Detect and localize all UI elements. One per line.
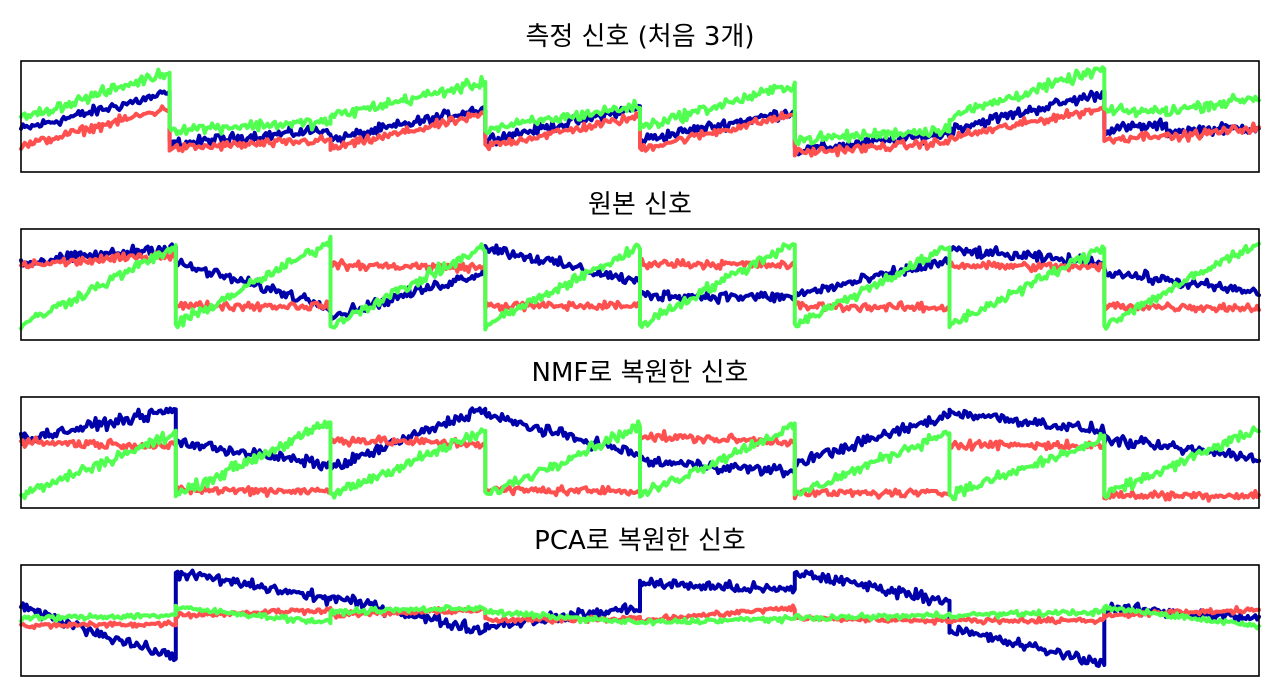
panel-pca: PCA로 복원한 신호 xyxy=(19,526,1261,677)
panel-original: 원본 신호 xyxy=(19,190,1261,341)
panel-measured: 측정 신호 (처음 3개) xyxy=(19,22,1261,173)
series-line-3 xyxy=(19,234,1261,332)
plot-area xyxy=(19,65,1261,158)
series-line-1 xyxy=(19,568,1261,668)
series-line-3 xyxy=(19,65,1261,147)
plot-frame xyxy=(20,396,1260,509)
series-line-3 xyxy=(19,419,1261,501)
plot-area xyxy=(19,568,1261,668)
series-line-2 xyxy=(19,102,1261,158)
plot-frame xyxy=(20,228,1260,341)
plot-frame xyxy=(20,564,1260,677)
panel-title: PCA로 복원한 신호 xyxy=(534,526,746,556)
panel-nmf: NMF로 복원한 신호 xyxy=(19,358,1261,509)
plot-area xyxy=(19,406,1261,503)
series-line-3 xyxy=(19,603,1261,631)
plot-frame xyxy=(20,60,1260,173)
panel-title: 측정 신호 (처음 3개) xyxy=(525,22,754,52)
panel-title: NMF로 복원한 신호 xyxy=(532,358,749,388)
panel-title: 원본 신호 xyxy=(588,190,692,220)
plot-area xyxy=(19,234,1261,332)
